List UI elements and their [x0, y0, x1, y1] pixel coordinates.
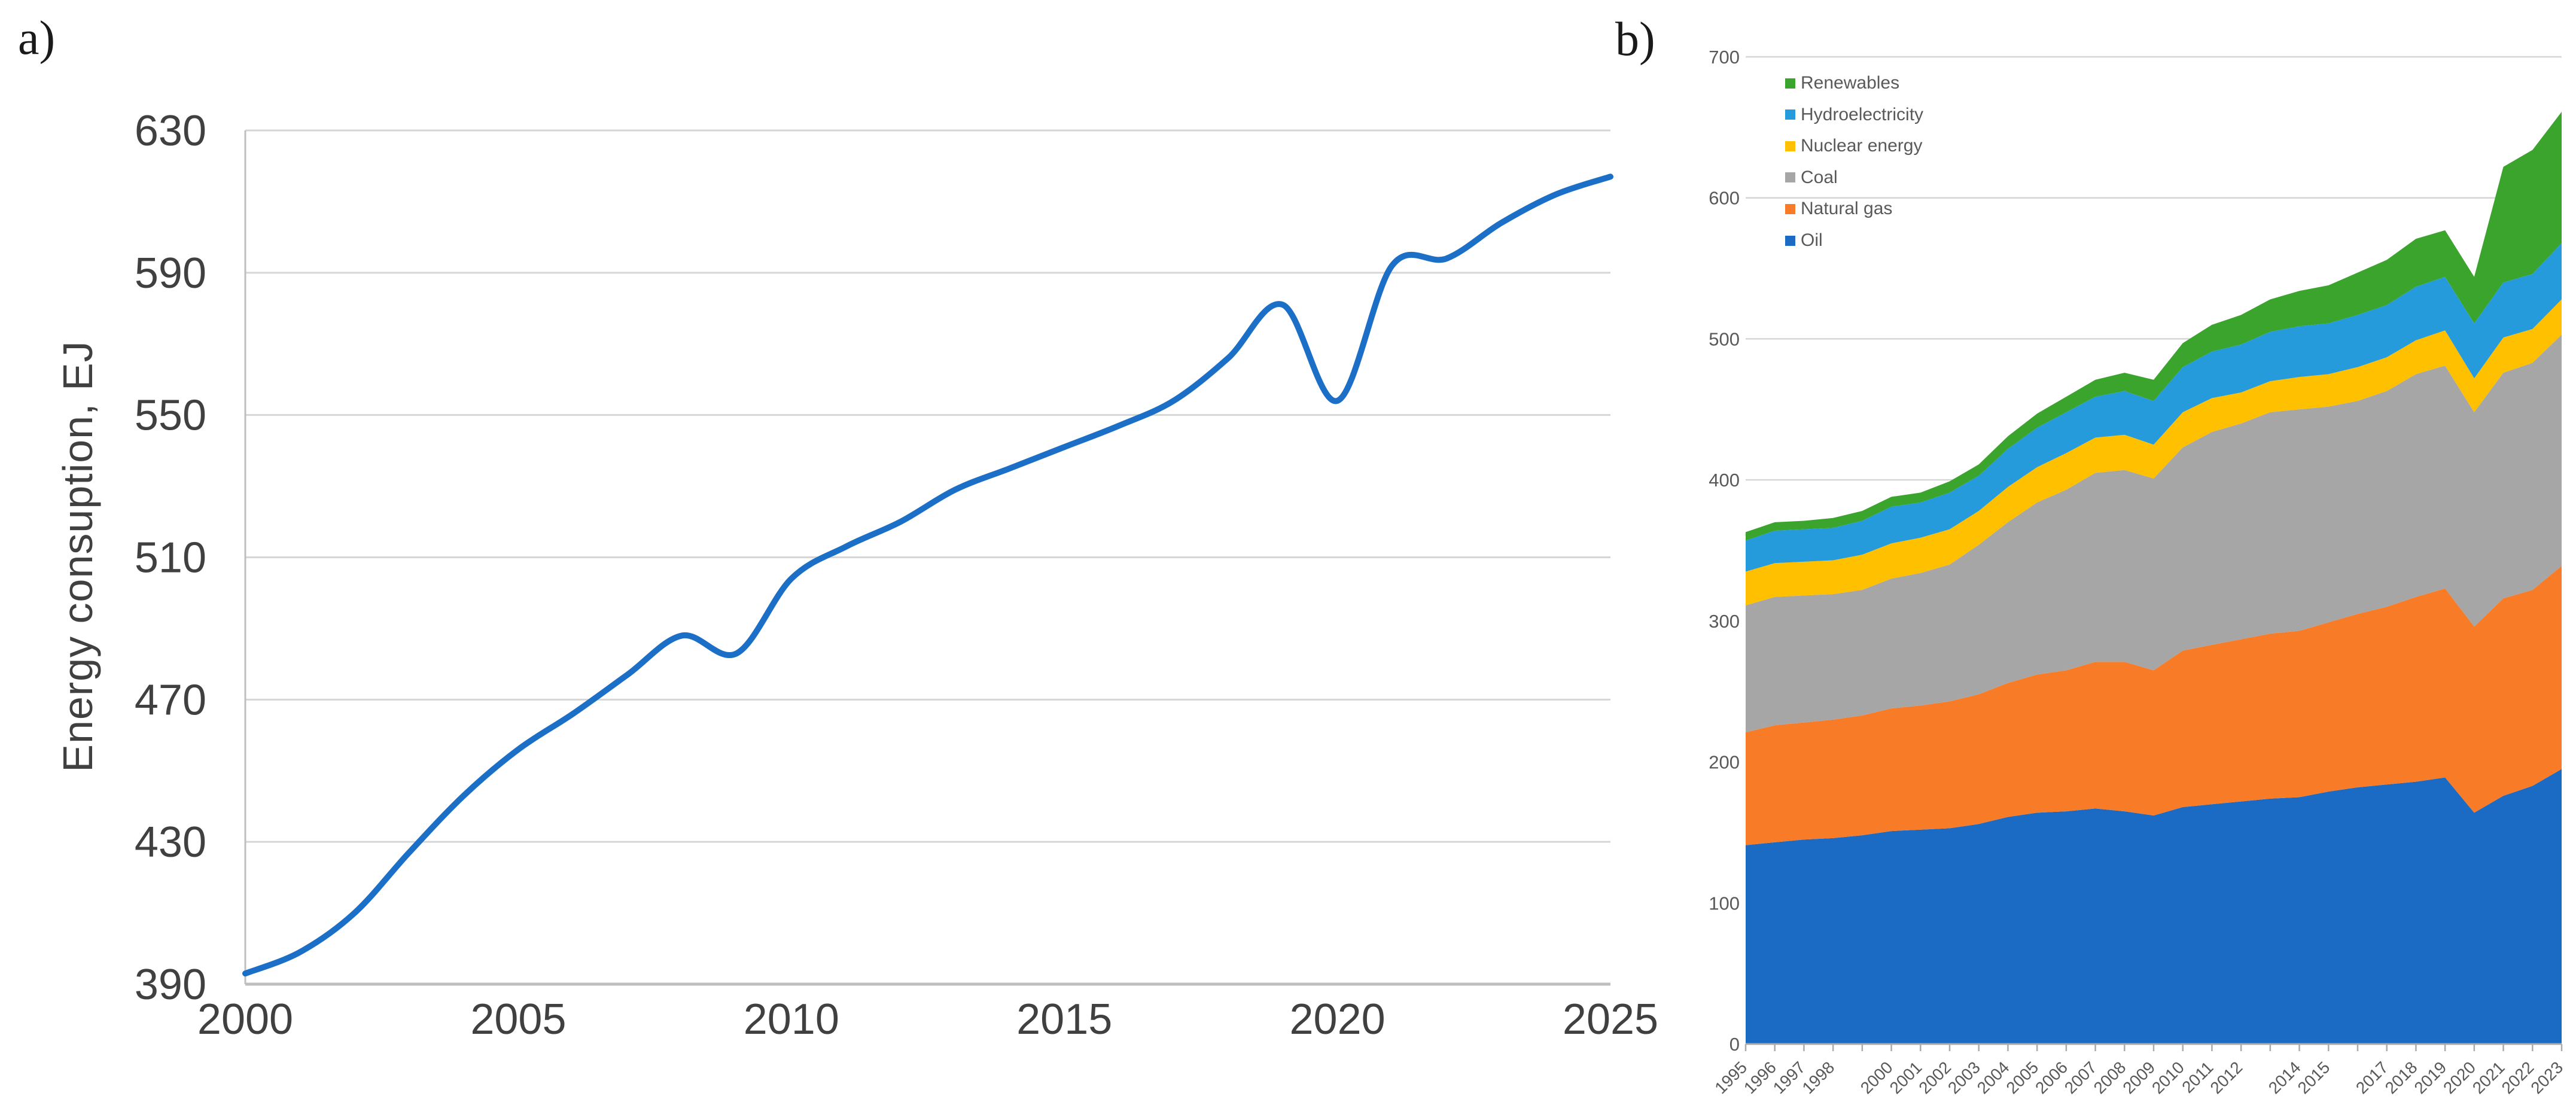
x-tick-label: 1998 [1798, 1058, 1838, 1097]
x-tick-label: 2017 [2352, 1058, 2392, 1097]
legend-label: Nuclear energy [1801, 136, 1923, 156]
x-tick-label: 2015 [1016, 996, 1112, 1043]
x-tick-label: 2010 [2148, 1058, 2188, 1097]
legend-swatch-icon [1785, 203, 1795, 214]
area-nuclear-energy [1746, 299, 2562, 605]
x-tick-label: 1995 [1711, 1058, 1750, 1097]
legend-item-coal: Coal [1785, 168, 1838, 188]
x-tick-label: 2000 [197, 996, 293, 1043]
x-tick-label: 1997 [1770, 1058, 1809, 1097]
x-tick-label: 2023 [2527, 1058, 2566, 1097]
x-tick-label: 2001 [1886, 1058, 1926, 1097]
y-tick-label: 500 [1709, 328, 1740, 349]
y-tick-label: 550 [135, 392, 206, 440]
y-tick-label: 600 [1709, 188, 1740, 209]
area-coal [1746, 334, 2562, 733]
legend-label: Coal [1801, 167, 1838, 187]
x-tick-label: 2000 [1857, 1058, 1896, 1097]
area-natural-gas [1746, 565, 2562, 845]
area-oil [1746, 769, 2562, 1044]
x-tick-label: 2014 [2265, 1058, 2304, 1097]
legend-swatch-icon [1785, 235, 1795, 246]
x-tick-label: 2009 [2119, 1058, 2158, 1097]
legend-item-hydroelectricity: Hydroelectricity [1785, 105, 1923, 125]
y-tick-label: 0 [1729, 1034, 1740, 1055]
x-tick-label: 2003 [1944, 1058, 1984, 1097]
legend-item-nuclear-energy: Nuclear energy [1785, 136, 1922, 156]
x-tick-label: 2021 [2469, 1058, 2508, 1097]
consumption-line-series [242, 174, 1613, 977]
legend-item-renewables: Renewables [1785, 73, 1899, 93]
x-tick-label: 2002 [1915, 1058, 1954, 1097]
x-tick-label: 2012 [2206, 1058, 2246, 1097]
x-tick-label: 2015 [2294, 1058, 2334, 1097]
y-tick-label: 630 [135, 107, 206, 155]
stacked-areas [1746, 111, 2562, 1044]
x-axis-ticks [1744, 1044, 2563, 1051]
x-tick-label: 2005 [2002, 1058, 2042, 1097]
y-tick-label: 400 [1709, 470, 1740, 491]
legend-swatch-icon [1785, 78, 1795, 89]
x-tick-label: 2007 [2061, 1058, 2100, 1097]
y-tick-label: 390 [135, 961, 206, 1009]
legend-item-oil: Oil [1785, 230, 1823, 251]
x-tick-label: 2008 [2090, 1058, 2130, 1097]
x-tick-label: 2011 [2178, 1058, 2217, 1097]
x-tick-label: 2020 [2440, 1058, 2479, 1097]
y-tick-label: 470 [135, 676, 206, 724]
x-tick-label: 2019 [2410, 1058, 2450, 1097]
y-tick-labels-b: 700 600 500 400 300 200 100 0 [1709, 47, 1740, 1055]
panel-label-a: a) [18, 12, 56, 65]
legend-label: Natural gas [1801, 199, 1893, 219]
y-tick-label: 700 [1709, 47, 1740, 68]
x-tick-label: 2025 [1563, 996, 1658, 1043]
y-tick-label: 590 [135, 249, 206, 297]
x-tick-label: 1996 [1740, 1058, 1780, 1097]
x-tick-label: 2006 [2032, 1058, 2071, 1097]
x-tick-label: 2004 [1974, 1058, 2013, 1097]
y-tick-label: 100 [1709, 893, 1740, 914]
y-tick-label: 510 [135, 534, 206, 582]
x-tick-label: 2020 [1290, 996, 1386, 1043]
x-tick-label: 2018 [2382, 1058, 2421, 1097]
legend-label: Oil [1801, 230, 1823, 250]
legend-item-natural-gas: Natural gas [1785, 199, 1892, 219]
y-tick-label: 200 [1709, 752, 1740, 773]
legend-swatch-icon [1785, 109, 1795, 120]
y-tick-label: 430 [135, 818, 206, 866]
legend-swatch-icon [1785, 141, 1795, 151]
panel-label-b: b) [1615, 13, 1655, 66]
legend-label: Hydroelectricity [1801, 104, 1924, 124]
y-tick-label: 300 [1709, 611, 1740, 632]
legend-label: Renewables [1801, 73, 1900, 93]
legend-swatch-icon [1785, 172, 1795, 183]
x-tick-label: 2022 [2498, 1058, 2538, 1097]
area-hydroelectricity [1746, 243, 2562, 572]
x-tick-label: 2005 [470, 996, 566, 1043]
x-tick-label: 2010 [744, 996, 839, 1043]
